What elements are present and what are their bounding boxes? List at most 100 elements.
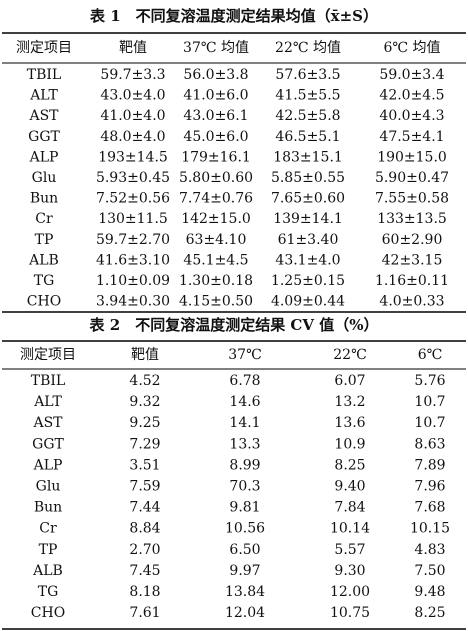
cell: 8.18: [129, 584, 160, 600]
cell: 4.15±0.50: [179, 294, 253, 310]
cell: 45.1±4.5: [183, 252, 248, 268]
column-header: 22℃ 均值: [275, 40, 341, 56]
row-label: CHO: [31, 605, 65, 621]
cell: 7.65±0.60: [271, 191, 345, 207]
cell: 142±15.0: [181, 211, 251, 227]
cell: 59.0±3.4: [379, 67, 444, 83]
row-label: ALP: [29, 149, 59, 165]
cell: 7.55±0.58: [375, 191, 449, 207]
column-header: 测定项目: [20, 347, 76, 363]
cell: 10.7: [414, 415, 445, 431]
cell: 40.0±4.3: [379, 108, 444, 124]
cell: 5.76: [414, 373, 445, 389]
row-label: Glu: [32, 170, 57, 186]
cell: 7.61: [129, 605, 160, 621]
row-label: Glu: [36, 479, 61, 495]
cell: 41.0±6.0: [183, 88, 248, 104]
cell: 10.7: [414, 394, 445, 410]
cell: 6.78: [229, 373, 260, 389]
row-label: TP: [35, 232, 54, 248]
row-label: CHO: [27, 294, 61, 310]
cell: 9.81: [229, 500, 260, 516]
cell: 139±14.1: [273, 211, 343, 227]
cell: 41.6±3.10: [96, 252, 170, 268]
cell: 3.51: [129, 457, 160, 473]
cell: 4.52: [129, 373, 160, 389]
cell: 1.25±0.15: [271, 273, 345, 289]
cell: 9.32: [129, 394, 160, 410]
cell: 7.50: [414, 563, 445, 579]
column-header: 靶值: [119, 40, 147, 56]
row-label: AST: [28, 108, 59, 124]
cell: 7.59: [129, 479, 160, 495]
row-label: ALP: [33, 457, 63, 473]
cell: 47.5±4.1: [379, 129, 444, 145]
cell: 190±15.0: [377, 149, 447, 165]
cell: 10.56: [225, 521, 265, 537]
cell: 10.9: [334, 436, 365, 452]
cell: 4.09±0.44: [271, 294, 345, 310]
cell: 130±11.5: [98, 211, 168, 227]
cell: 1.10±0.09: [96, 273, 170, 289]
cell: 70.3: [229, 479, 260, 495]
cell: 13.3: [229, 436, 260, 452]
cell: 8.84: [129, 521, 160, 537]
cell: 193±14.5: [98, 149, 168, 165]
cell: 7.45: [129, 563, 160, 579]
row-label: Bun: [30, 191, 58, 207]
cell: 48.0±4.0: [100, 129, 165, 145]
cell: 7.44: [129, 500, 160, 516]
cell: 10.75: [330, 605, 370, 621]
cell: 8.25: [414, 605, 445, 621]
cell: 5.93±0.45: [96, 170, 170, 186]
row-label: ALB: [32, 563, 63, 579]
row-label: TP: [39, 542, 58, 558]
table-title: 表 1 不同复溶温度测定结果均值（x̄±S）: [90, 7, 378, 25]
cell: 7.52±0.56: [96, 191, 170, 207]
row-label: ALB: [28, 252, 59, 268]
cell: 4.83: [414, 542, 445, 558]
cell: 13.2: [334, 394, 365, 410]
row-label: Cr: [35, 211, 53, 227]
cell: 61±3.40: [278, 232, 339, 248]
row-label: GGT: [28, 129, 60, 145]
cell: 13.6: [334, 415, 365, 431]
column-header: 靶值: [131, 347, 159, 363]
cell: 12.00: [330, 584, 370, 600]
cell: 43.0±4.0: [100, 88, 165, 104]
cell: 9.30: [334, 563, 365, 579]
cell: 60±2.90: [382, 232, 443, 248]
cell: 59.7±2.70: [96, 232, 170, 248]
cell: 8.25: [334, 457, 365, 473]
cell: 133±13.5: [377, 211, 447, 227]
cell: 5.57: [334, 542, 365, 558]
row-label: AST: [32, 415, 63, 431]
cell: 42.0±4.5: [379, 88, 444, 104]
cell: 179±16.1: [181, 149, 251, 165]
row-label: TBIL: [31, 373, 65, 389]
row-label: GGT: [32, 436, 64, 452]
cell: 3.94±0.30: [96, 294, 170, 310]
column-header: 6℃: [418, 347, 443, 363]
column-header: 测定项目: [16, 40, 72, 56]
cell: 43.0±6.1: [183, 108, 248, 124]
cell: 14.1: [229, 415, 260, 431]
cell: 42±3.15: [382, 252, 443, 268]
row-label: ALT: [33, 394, 62, 410]
cell: 41.0±4.0: [100, 108, 165, 124]
cell: 183±15.1: [273, 149, 343, 165]
column-header: 37℃: [228, 347, 261, 363]
cell: 5.90±0.47: [375, 170, 449, 186]
cell: 14.6: [229, 394, 260, 410]
cell: 41.5±5.5: [275, 88, 340, 104]
cell: 43.1±4.0: [275, 252, 340, 268]
cell: 12.04: [225, 605, 265, 621]
cell: 57.6±3.5: [275, 67, 340, 83]
row-label: TBIL: [27, 67, 61, 83]
cell: 5.85±0.55: [271, 170, 345, 186]
column-header: 6℃ 均值: [383, 40, 440, 56]
cell: 56.0±3.8: [183, 67, 248, 83]
cell: 1.16±0.11: [375, 273, 449, 289]
cell: 6.50: [229, 542, 260, 558]
